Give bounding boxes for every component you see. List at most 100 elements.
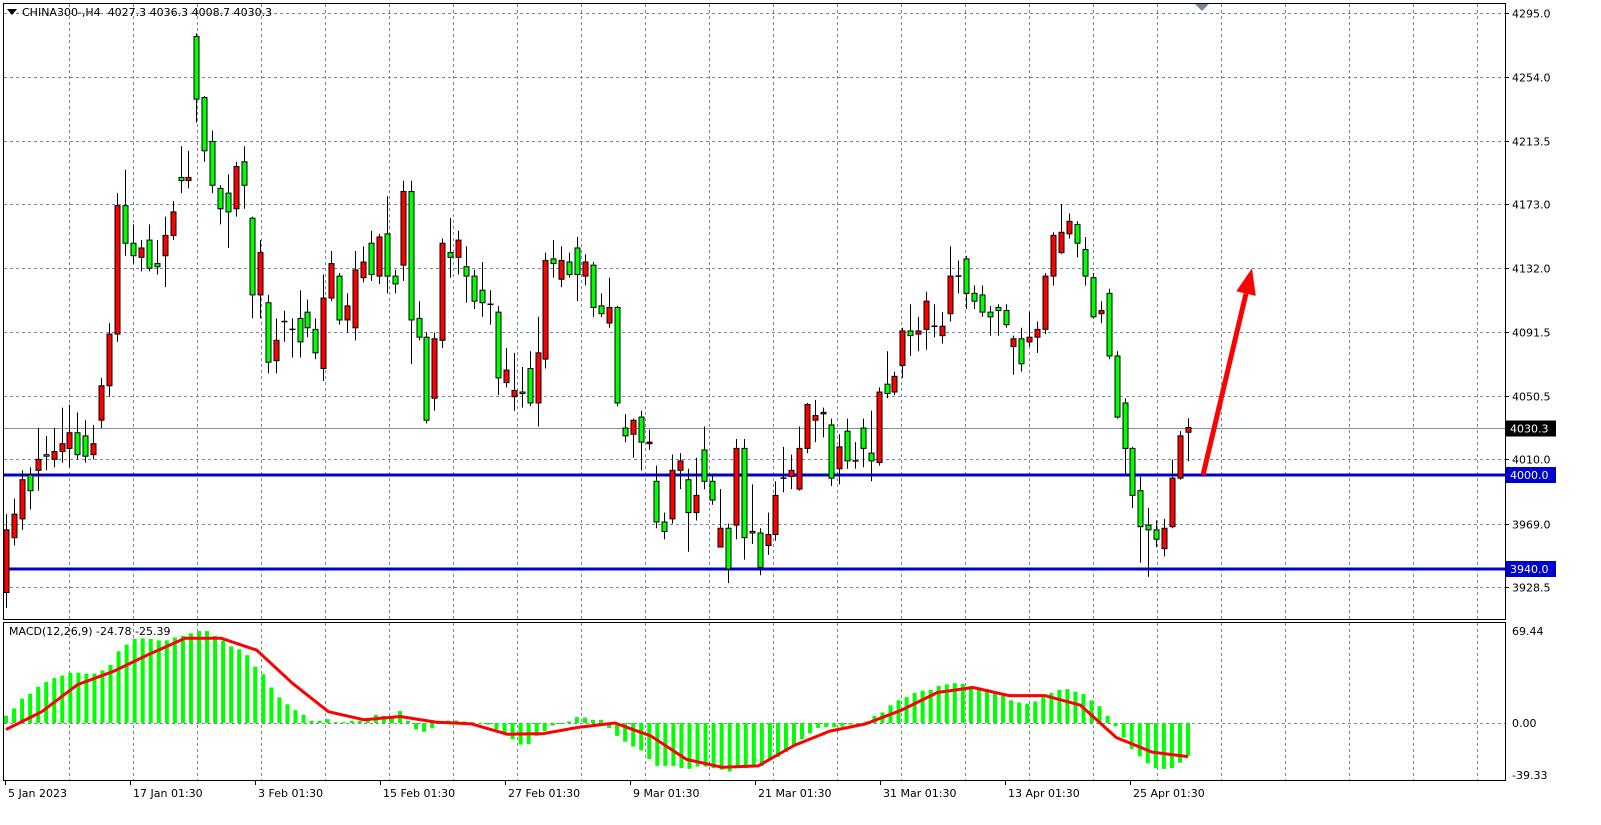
macd-histogram-bar [558,723,563,724]
candle-up [162,234,169,257]
candle-up [1177,435,1184,479]
candle-up [376,236,383,277]
candle-down [336,275,343,321]
macd-label: MACD(12,26,9) [9,625,93,638]
macd-histogram-bar [952,683,957,723]
candle-down [392,275,399,285]
candle-down [82,435,89,457]
macd-histogram-bar [164,640,169,723]
candle-down [622,427,629,437]
candle-up [733,447,740,526]
macd-histogram-bar [156,640,161,723]
macd-histogram-bar [968,685,973,723]
macd-histogram-bar [1129,723,1134,749]
macd-histogram-bar [293,710,298,723]
candle-down [241,161,248,186]
macd-histogram-bar [301,714,306,723]
price-tick-label: 3969.0 [1512,519,1551,532]
macd-histogram-bar [550,723,555,726]
candle-up [820,411,827,415]
macd-tick-label: 69.44 [1512,625,1544,638]
candle-up [1034,328,1041,338]
macd-histogram-bar [1137,723,1142,757]
annotations [1195,4,1256,476]
candle-up [360,261,367,279]
macd-histogram-bar [502,723,507,735]
macd-histogram-bar [36,686,41,723]
candle-up [630,419,637,435]
macd-histogram-bar [1177,723,1182,763]
macd-histogram-bar [309,720,314,723]
macd-histogram-bar [92,673,97,723]
macd-histogram-bar [132,639,137,723]
candle-down [741,447,748,539]
candle-up [1169,477,1176,528]
candle-up [1042,275,1049,330]
macd-histogram-bar [1186,723,1190,756]
candle-up [1161,527,1168,550]
candle-down [868,452,875,462]
candle-up [98,385,105,421]
level-price-label: 4000.0 [1510,469,1549,482]
candle-up [915,330,922,335]
macd-histogram-bar [422,723,427,732]
candle-down [1090,277,1097,318]
candle-up [606,306,613,324]
time-tick-label: 9 Mar 01:30 [633,787,699,800]
price-tick-label: 4295.0 [1512,8,1551,21]
macd-histogram-bar [213,635,218,723]
macd-histogram-bar [1001,695,1006,723]
macd-histogram-bar [976,687,981,723]
macd-histogram-bar [534,723,539,736]
candle-up [51,451,58,460]
candle-up [646,441,653,445]
macd-histogram-bar [1009,700,1014,723]
macd-histogram-bar [414,723,419,730]
candle-up [257,252,264,296]
macd-histogram-bar [60,675,65,723]
macd-panel-frame [3,622,1506,781]
candle-up [185,176,192,182]
level-price-badge [1506,560,1556,577]
candle-down [225,192,232,213]
price-tick-label: 4132.0 [1512,263,1551,276]
candle-down [1018,338,1025,365]
candle-down [979,294,986,313]
macd-histogram-bar [631,723,636,747]
time-tick-label: 27 Feb 01:30 [508,787,580,800]
macd-histogram-bar [679,723,684,769]
candle-up [352,269,359,329]
candle-up [717,527,724,548]
macd-histogram-bar [140,638,145,723]
candle-up [114,205,121,335]
bid-price-badge [1506,420,1556,437]
macd-histogram-bar [28,693,33,723]
macd-histogram-bar [542,723,547,732]
macd-histogram-bar [1145,723,1150,764]
candle-down [146,239,153,269]
candle-up [923,300,930,330]
time-tick-label: 13 Apr 01:30 [1008,787,1080,800]
candle-up [273,339,280,362]
macd-histogram-bar [205,631,210,723]
collapse-triangle-icon[interactable] [7,9,17,15]
macd-header: MACD(12,26,9) -24.78 -25.39 [9,625,170,638]
candle-up [693,494,700,514]
candle-down [844,430,851,462]
candle-up [939,325,946,337]
macd-histogram-bar [1073,691,1078,723]
candle-down [304,311,311,329]
macd-histogram-bar [333,722,338,724]
macd-histogram-bar [1113,723,1118,727]
macd-histogram-bar [269,687,274,723]
candle-up [677,460,684,471]
macd-histogram-bar [261,674,266,723]
candle-down [757,532,764,568]
macd-histogram-bar [840,723,845,727]
candle-up [11,513,18,539]
candle-down [749,530,756,534]
macd-histogram-bar [824,723,829,728]
candle-down [725,527,732,570]
macd-histogram-bar [912,692,917,723]
